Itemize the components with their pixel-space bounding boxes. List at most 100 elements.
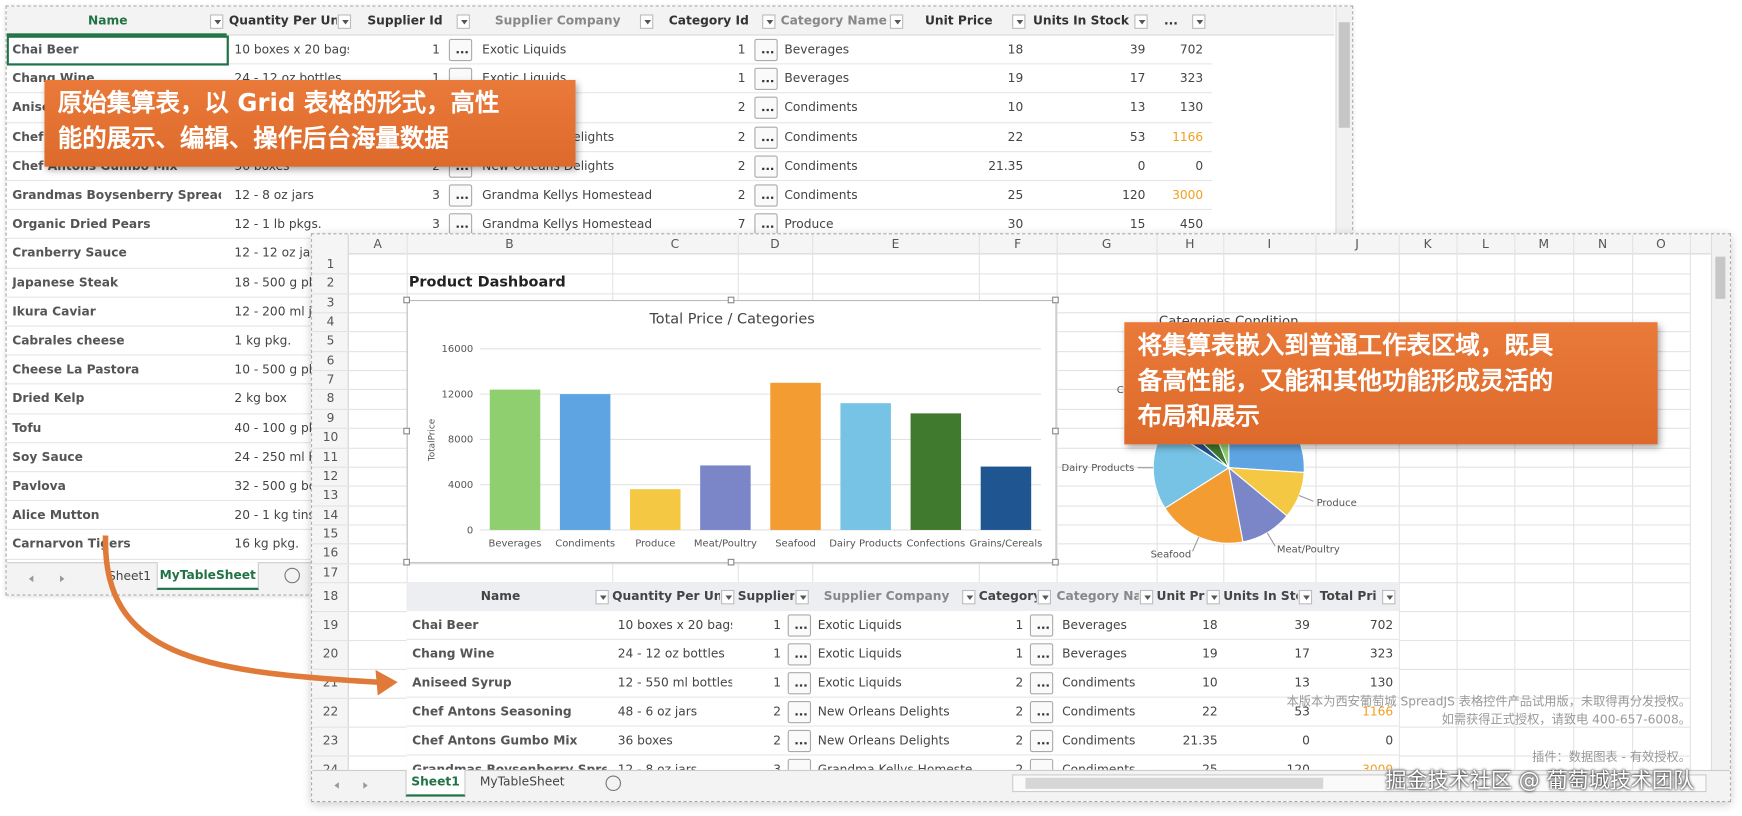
- sheet-tab[interactable]: MyTableSheet: [479, 774, 565, 789]
- cell: Produce: [784, 216, 834, 232]
- x-tick-label: Dairy Products: [829, 539, 902, 550]
- sheet-tab[interactable]: Sheet1: [107, 568, 152, 584]
- ellipsis-button[interactable]: [787, 614, 812, 637]
- ellipsis-button[interactable]: [754, 97, 778, 120]
- tab-nav-right[interactable]: [363, 782, 368, 789]
- filter-button[interactable]: [795, 589, 809, 605]
- table-column-header: Category: [978, 588, 1037, 604]
- leader-line: [1266, 532, 1276, 547]
- row-number: 12: [322, 468, 339, 484]
- filter-button[interactable]: [456, 14, 470, 29]
- filter-button[interactable]: [1298, 589, 1313, 605]
- ellipsis-button[interactable]: [754, 126, 778, 149]
- scroll-thumb[interactable]: [1025, 777, 1324, 789]
- filter-button[interactable]: [595, 589, 609, 605]
- filter-button[interactable]: [639, 14, 654, 29]
- ellipsis-button[interactable]: [754, 155, 778, 178]
- sheet-tab-active[interactable]: Sheet1: [405, 769, 466, 797]
- ellipsis-button[interactable]: [448, 38, 473, 62]
- bar: [630, 489, 681, 530]
- ellipsis-button[interactable]: [1029, 729, 1054, 753]
- tab-nav-left[interactable]: [334, 782, 339, 789]
- ellipsis-button[interactable]: [787, 701, 812, 724]
- cell: Soy Sauce: [12, 449, 83, 465]
- table-row: [406, 639, 1399, 669]
- table-cell: 53: [1294, 704, 1310, 719]
- scroll-thumb[interactable]: [1338, 22, 1350, 128]
- ellipsis-button[interactable]: [754, 38, 778, 62]
- grid-line-v: [1056, 234, 1058, 770]
- selection-handle[interactable]: [403, 558, 410, 566]
- sheet-tab-active[interactable]: MyTableSheet: [156, 562, 259, 590]
- grid-line-v: [1689, 234, 1691, 770]
- pie-slice: [1164, 466, 1244, 544]
- cell: 130: [1179, 100, 1204, 115]
- cell: 25: [1007, 187, 1024, 203]
- filter-button[interactable]: [1012, 14, 1026, 29]
- ellipsis-button[interactable]: [787, 758, 812, 770]
- column-letter: J: [1355, 236, 1359, 252]
- table-cell: 1: [1015, 617, 1024, 633]
- filter-button[interactable]: [1139, 589, 1154, 605]
- table-cell: Beverages: [1062, 646, 1127, 662]
- filter-button[interactable]: [209, 14, 224, 29]
- table-cell: Condiments: [1062, 762, 1136, 770]
- ellipsis-button[interactable]: [1029, 672, 1054, 695]
- table-cell: 2: [773, 733, 782, 748]
- tab-nav-left[interactable]: [28, 575, 34, 583]
- column-letter: L: [1481, 236, 1489, 252]
- selection-handle[interactable]: [1052, 427, 1059, 435]
- filter-button[interactable]: [1037, 589, 1052, 605]
- filter-button[interactable]: [337, 14, 352, 29]
- cell: 18 - 500 g pkgs.: [234, 275, 334, 290]
- row-number: 18: [322, 588, 339, 604]
- leader-line: [1298, 495, 1314, 502]
- add-sheet-button[interactable]: [605, 775, 622, 792]
- filter-button[interactable]: [889, 14, 904, 29]
- row-line: [6, 209, 1213, 211]
- selection-handle[interactable]: [727, 558, 735, 566]
- ellipsis-button[interactable]: [1029, 614, 1054, 637]
- filter-button[interactable]: [721, 589, 735, 605]
- table-cell: Aniseed Syrup: [412, 675, 512, 690]
- selection-handle[interactable]: [1052, 558, 1059, 566]
- ellipsis-button[interactable]: [787, 672, 812, 695]
- table-cell: 12 - 550 ml bottles: [617, 675, 733, 690]
- scroll-thumb[interactable]: [1715, 256, 1726, 299]
- filter-button[interactable]: [1206, 589, 1220, 605]
- filter-button[interactable]: [762, 14, 776, 29]
- ellipsis-button[interactable]: [754, 67, 778, 91]
- selection-handle[interactable]: [727, 296, 735, 304]
- ellipsis-button[interactable]: [787, 643, 812, 666]
- pie-label: Seafood: [1151, 550, 1192, 561]
- column-letter: G: [1101, 236, 1112, 252]
- ellipsis-button[interactable]: [1029, 701, 1054, 724]
- ellipsis-button[interactable]: [754, 184, 778, 207]
- filter-button[interactable]: [1134, 14, 1148, 29]
- table-cell: New Orleans Delights: [817, 704, 950, 719]
- ellipsis-button[interactable]: [1029, 758, 1054, 770]
- cell: 20 - 1 kg tins: [234, 507, 315, 523]
- selection-handle[interactable]: [1052, 296, 1059, 304]
- filter-button[interactable]: [1192, 14, 1206, 29]
- table-cell: New Orleans Delights: [817, 733, 950, 748]
- filter-button[interactable]: [1382, 589, 1396, 605]
- table-cell: 22: [1202, 704, 1218, 719]
- ellipsis-button[interactable]: [448, 184, 473, 207]
- cell: Condiments: [784, 100, 858, 115]
- cell: Cranberry Sauce: [12, 245, 127, 261]
- bar: [489, 389, 541, 530]
- table-cell: 48 - 6 oz jars: [617, 704, 698, 719]
- ellipsis-button[interactable]: [1029, 643, 1054, 666]
- add-sheet-button[interactable]: [284, 567, 300, 584]
- cell: 2: [737, 100, 746, 115]
- cell: 120: [1122, 187, 1146, 203]
- tab-nav-right[interactable]: [59, 575, 65, 583]
- selection-handle[interactable]: [403, 296, 410, 304]
- ellipsis-button[interactable]: [787, 729, 812, 753]
- filter-button[interactable]: [962, 589, 976, 605]
- table-cell: 2: [1015, 675, 1024, 690]
- selection-handle[interactable]: [403, 427, 410, 435]
- column-letter: N: [1598, 236, 1608, 252]
- x-tick-label: Meat/Poultry: [694, 539, 757, 550]
